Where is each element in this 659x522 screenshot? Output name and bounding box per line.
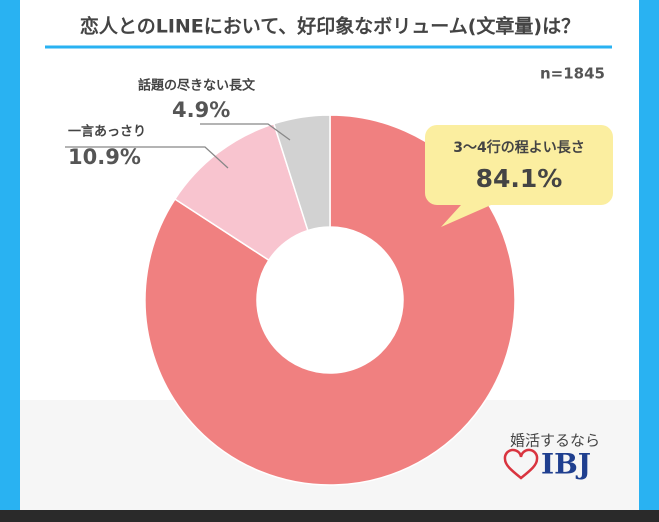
category-label: 話題の尽きない長文 bbox=[138, 78, 256, 94]
leader-line bbox=[65, 146, 229, 169]
callout bbox=[425, 125, 613, 227]
donut-slice bbox=[144, 114, 516, 486]
donut-slice bbox=[272, 114, 331, 232]
sample-size: n=1845 bbox=[540, 65, 605, 83]
logo-heart bbox=[503, 448, 539, 480]
chart-title: 恋人とのLINEにおいて、好印象なボリューム(文章量)は？ bbox=[80, 15, 580, 38]
logo-brand: IBJ bbox=[541, 448, 591, 481]
category-label: 一言あっさり bbox=[68, 124, 146, 140]
donut bbox=[144, 114, 516, 486]
logo-tagline: 婚活するなら bbox=[510, 432, 600, 450]
category-label: 3〜4行の程よい長さ bbox=[453, 139, 584, 156]
value-label: 4.9% bbox=[172, 98, 230, 122]
value-label: 10.9% bbox=[68, 145, 141, 169]
leader-line bbox=[200, 123, 291, 141]
value-label: 84.1% bbox=[476, 164, 563, 193]
